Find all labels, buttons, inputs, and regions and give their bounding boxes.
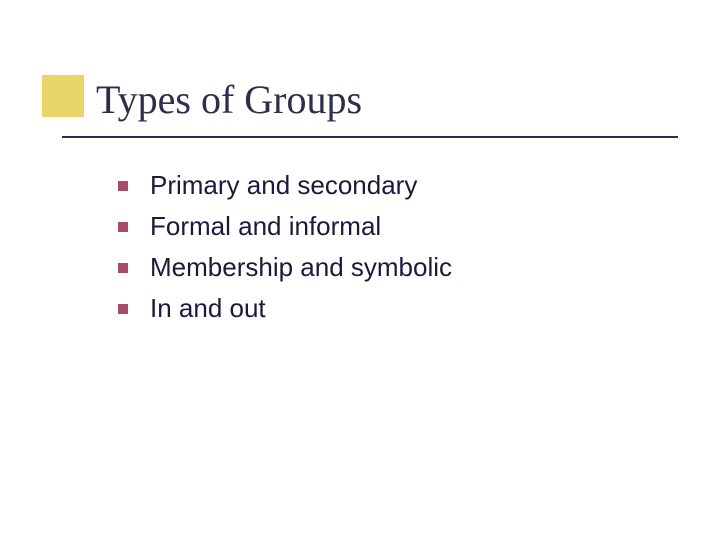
bullet-text: Formal and informal — [150, 209, 381, 244]
bullet-text: Primary and secondary — [150, 168, 417, 203]
list-item: Primary and secondary — [118, 168, 452, 203]
list-item: In and out — [118, 291, 452, 326]
square-bullet-icon — [118, 304, 128, 314]
slide-title: Types of Groups — [96, 76, 362, 123]
square-bullet-icon — [118, 263, 128, 273]
bullet-text: Membership and symbolic — [150, 250, 452, 285]
list-item: Membership and symbolic — [118, 250, 452, 285]
title-underline — [62, 136, 678, 138]
square-bullet-icon — [118, 181, 128, 191]
title-accent-box — [42, 75, 84, 117]
list-item: Formal and informal — [118, 209, 452, 244]
bullet-text: In and out — [150, 291, 266, 326]
slide: Types of Groups Primary and secondary Fo… — [0, 0, 720, 540]
square-bullet-icon — [118, 222, 128, 232]
bullet-list: Primary and secondary Formal and informa… — [118, 168, 452, 332]
